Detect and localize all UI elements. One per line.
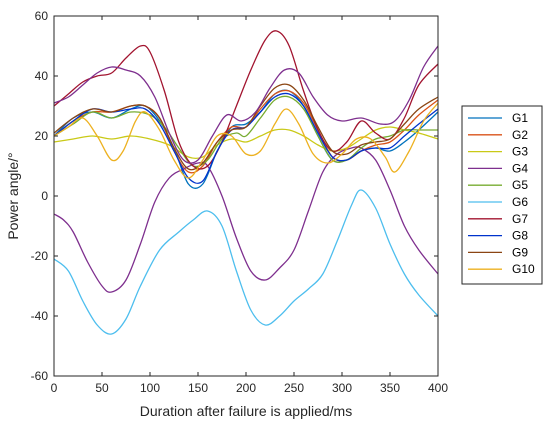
x-tick-label: 50 xyxy=(95,381,109,395)
legend-box xyxy=(461,105,543,285)
y-axis-label: Power angle/° xyxy=(5,152,21,239)
legend-label-g1: G1 xyxy=(512,111,528,125)
x-tick-label: 200 xyxy=(236,381,256,395)
y-tick-label: 0 xyxy=(41,189,48,203)
series-line-g10 xyxy=(53,102,439,179)
legend: G1 G2 G3 G4 G5 G6 G7 G8 G9 G10 xyxy=(461,105,543,285)
series-layer xyxy=(53,30,439,335)
x-tick-label: 0 xyxy=(51,381,58,395)
legend-label-g5: G5 xyxy=(512,178,528,192)
legend-label-g10: G10 xyxy=(512,262,535,276)
y-tick-label: 40 xyxy=(35,69,49,83)
x-tick-label: 400 xyxy=(428,381,448,395)
x-tick-label: 350 xyxy=(380,381,400,395)
legend-label-g4: G4 xyxy=(512,161,528,175)
y-tick-label: 20 xyxy=(35,129,49,143)
legend-label-g2: G2 xyxy=(512,128,528,142)
series-line-g5 xyxy=(53,95,438,168)
y-tick-label: 60 xyxy=(35,9,49,23)
series-line-g8 xyxy=(53,92,439,184)
series-line-unnamed-11 xyxy=(53,45,439,164)
y-tick-label: -20 xyxy=(31,249,49,263)
x-axis-label: Duration after failure is applied/ms xyxy=(140,403,352,419)
y-tick-label: -60 xyxy=(31,369,49,383)
legend-label-g9: G9 xyxy=(512,245,528,259)
series-line-g6 xyxy=(53,189,439,335)
x-tick-label: 150 xyxy=(188,381,208,395)
x-tick-label: 300 xyxy=(332,381,352,395)
legend-label-g3: G3 xyxy=(512,145,528,159)
series-line-g3 xyxy=(53,126,439,160)
legend-label-g7: G7 xyxy=(512,212,528,226)
x-tick-label: 100 xyxy=(140,381,160,395)
legend-label-g8: G8 xyxy=(512,229,528,243)
legend-label-g6: G6 xyxy=(512,195,528,209)
plot-area xyxy=(54,16,438,376)
x-tick-label: 250 xyxy=(284,381,304,395)
series-line-g7 xyxy=(53,30,439,170)
y-tick-label: -40 xyxy=(31,309,49,323)
